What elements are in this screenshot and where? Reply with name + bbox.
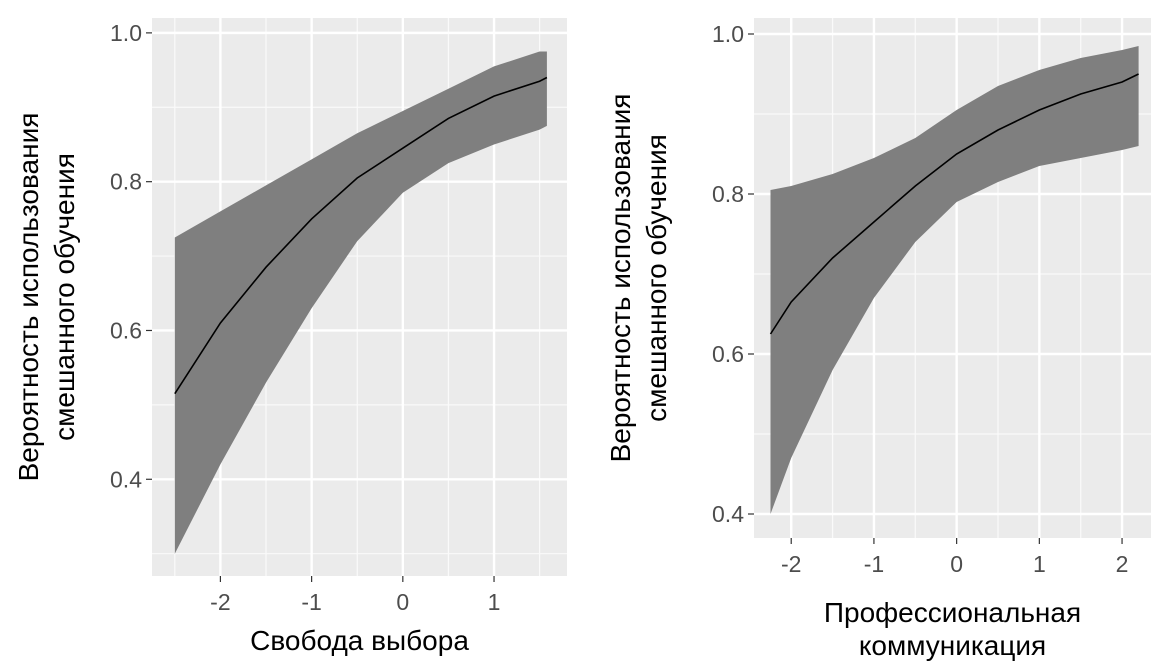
x-tick-label: 0 xyxy=(950,551,963,577)
series-line xyxy=(174,76,548,395)
x-tick-label: -2 xyxy=(210,589,230,615)
y-tick-label: 0.4 xyxy=(712,501,744,527)
y-tick-label: 0.8 xyxy=(110,169,142,195)
y-tick-label: 1.0 xyxy=(110,20,142,46)
x-tick-label: 1 xyxy=(488,589,501,615)
x-tick-label: -1 xyxy=(864,551,884,577)
y-axis-title-line: смешанного обучения xyxy=(49,153,80,441)
x-axis-title: Свобода выбора xyxy=(250,625,469,656)
x-tick-label: 1 xyxy=(1033,551,1046,577)
y-axis-title: Вероятность использования смешанного обуч… xyxy=(605,94,672,463)
y-axis-title: Вероятность использования смешанного обуч… xyxy=(13,113,80,482)
y-tick-label: 1.0 xyxy=(712,21,744,47)
y-axis-title-line: Вероятность использования xyxy=(13,113,44,482)
y-axis-title-line: Вероятность использования xyxy=(605,94,636,463)
y-tick-label: 0.6 xyxy=(712,341,744,367)
series-line xyxy=(769,73,1139,335)
y-tick-label: 0.4 xyxy=(110,466,142,492)
chart-right: 0.4 0.6 0.8 1.0 -2 -1 0 1 2 Профессиональнаякомму… xyxy=(605,18,1151,661)
confidence-band xyxy=(174,51,547,554)
confidence-band xyxy=(770,46,1139,514)
y-axis-title-line: смешанного обучения xyxy=(641,134,672,422)
x-tick-label: 2 xyxy=(1116,551,1129,577)
chart-left: 0.4 0.6 0.8 1.0 -2 -1 0 1 Свобода выбора Вероятно… xyxy=(13,18,567,656)
y-tick-label: 0.8 xyxy=(712,181,744,207)
x-tick-label: 0 xyxy=(396,589,409,615)
x-axis-title-line: коммуникация xyxy=(859,630,1046,661)
x-tick-label: -1 xyxy=(301,589,321,615)
y-tick-label: 0.6 xyxy=(110,317,142,343)
x-axis-title-line: Профессиональная xyxy=(824,597,1081,628)
x-tick-label: -2 xyxy=(781,551,801,577)
